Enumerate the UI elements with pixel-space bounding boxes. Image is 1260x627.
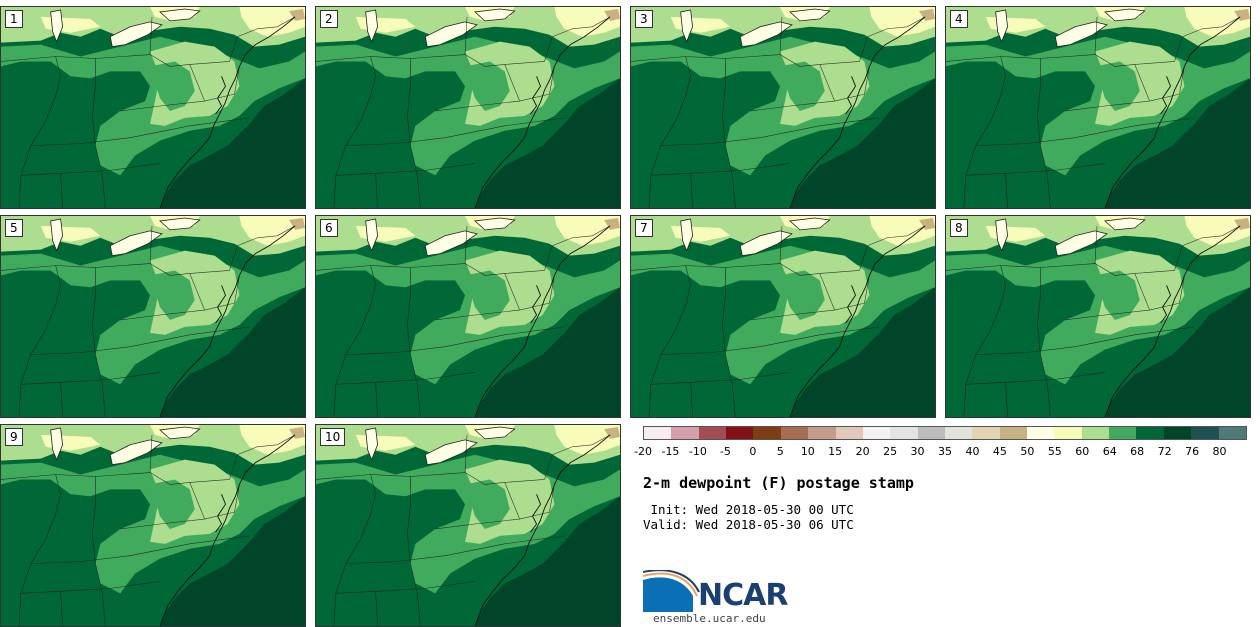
colorbar-swatch [862, 427, 891, 439]
colorbar-tick-label: 30 [910, 445, 925, 458]
colorbar-tick-label: 76 [1185, 445, 1200, 458]
map-panel-1: 1 [0, 6, 306, 209]
colorbar-swatch [698, 427, 727, 439]
colorbar-tick-label: 40 [965, 445, 980, 458]
colorbar-swatch [944, 427, 973, 439]
colorbar-swatch [972, 427, 1000, 439]
colorbar-tick-label: 50 [1020, 445, 1035, 458]
dewpoint-map [316, 216, 620, 417]
map-panel-4: 4 [945, 6, 1251, 209]
chart-title: 2-m dewpoint (F) postage stamp [643, 474, 914, 492]
map-panel-3: 3 [630, 6, 936, 209]
map-panel-7: 7 [630, 215, 936, 418]
dewpoint-map [631, 7, 935, 208]
colorbar-tick-label: 80 [1212, 445, 1227, 458]
colorbar-tick-label: 10 [800, 445, 815, 458]
colorbar-swatch [1054, 427, 1082, 439]
ncar-logo-icon [643, 570, 700, 612]
colorbar-tick-label: 5 [776, 445, 784, 458]
colorbar-swatch [753, 427, 781, 439]
dewpoint-map [316, 7, 620, 208]
dewpoint-colorbar [643, 426, 1247, 440]
colorbar-swatch [835, 427, 863, 439]
colorbar-swatch [1136, 427, 1164, 439]
colorbar-tick-label: 35 [938, 445, 952, 458]
dewpoint-map [631, 216, 935, 417]
member-number-label: 9 [5, 428, 23, 446]
dewpoint-map [946, 7, 1250, 208]
colorbar-swatch [780, 427, 809, 439]
colorbar-tick-label: 0 [749, 445, 757, 458]
colorbar-swatch [1163, 427, 1192, 439]
dewpoint-map [1, 216, 305, 417]
member-number-label: 2 [320, 10, 338, 28]
colorbar-swatch [1109, 427, 1137, 439]
dewpoint-map [316, 425, 620, 626]
colorbar-tick-label: -5 [719, 445, 731, 458]
colorbar-tick-label: -20 [634, 445, 652, 458]
map-panel-5: 5 [0, 215, 306, 418]
colorbar-swatch [890, 427, 918, 439]
colorbar-tick-label: 20 [855, 445, 870, 458]
colorbar-swatch [1218, 427, 1246, 439]
colorbar-tick-label: -10 [688, 445, 707, 458]
colorbar-swatch [999, 427, 1028, 439]
map-panel-6: 6 [315, 215, 621, 418]
dewpoint-map [1, 425, 305, 626]
map-panel-2: 2 [315, 6, 621, 209]
colorbar-tick-label: 55 [1047, 445, 1062, 458]
map-panel-9: 9 [0, 424, 306, 627]
member-number-label: 7 [635, 219, 653, 237]
member-number-label: 5 [5, 219, 23, 237]
colorbar-swatch [917, 427, 945, 439]
colorbar-tick-labels: -20 -15 -10 -5 0 5 10 15 20 25 30 35 40 45 50 55 60 64 68 7… [634, 445, 1247, 459]
map-panel-8: 8 [945, 215, 1251, 418]
colorbar-swatch [1191, 427, 1219, 439]
member-number-label: 8 [950, 219, 968, 237]
map-panel-10: 10 [315, 424, 621, 627]
colorbar-tick-label: 25 [883, 445, 898, 458]
dewpoint-map [1, 7, 305, 208]
colorbar-swatch [644, 427, 672, 439]
colorbar-tick-label: 64 [1102, 445, 1117, 458]
ncar-wordmark: NCAR [698, 578, 788, 613]
colorbar-swatch [808, 427, 836, 439]
colorbar-tick-label: 68 [1130, 445, 1145, 458]
colorbar-swatch [671, 427, 699, 439]
colorbar-swatch [1027, 427, 1055, 439]
member-number-label: 3 [635, 10, 653, 28]
colorbar-tick-label: 72 [1157, 445, 1172, 458]
member-number-label: 1 [5, 10, 23, 28]
colorbar-tick-label: 60 [1075, 445, 1090, 458]
init-time: Init: Wed 2018-05-30 00 UTC [643, 502, 854, 517]
member-number-label: 6 [320, 219, 338, 237]
colorbar-tick-label: -15 [661, 445, 680, 458]
valid-time: Valid: Wed 2018-05-30 06 UTC [643, 517, 854, 532]
member-number-label: 10 [320, 428, 346, 446]
colorbar-swatch [726, 427, 754, 439]
dewpoint-map [946, 216, 1250, 417]
colorbar-tick-label: 45 [992, 445, 1007, 458]
site-url: ensemble.ucar.edu [653, 612, 766, 625]
colorbar-swatch [1081, 427, 1110, 439]
member-number-label: 4 [950, 10, 968, 28]
colorbar-tick-label: 15 [828, 445, 843, 458]
